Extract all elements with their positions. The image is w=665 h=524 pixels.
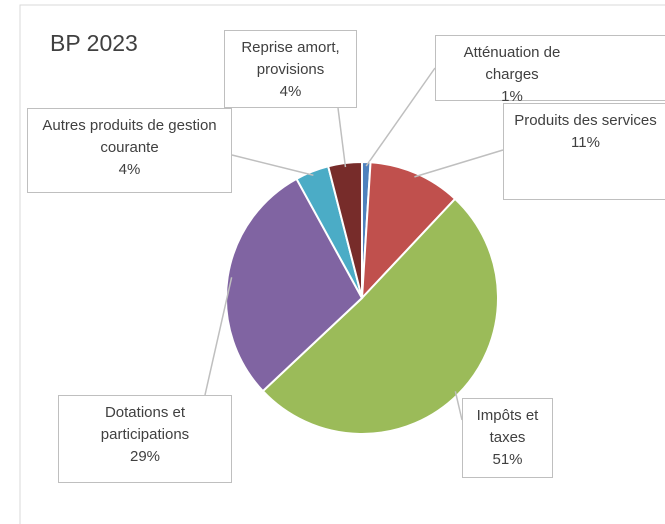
data-label: Impôts et taxes 51% bbox=[462, 398, 553, 478]
label-category: Autres produits de gestion courante bbox=[42, 117, 217, 156]
chart-title: BP 2023 bbox=[50, 30, 138, 56]
leader-line bbox=[365, 67, 436, 167]
label-category: Atténuation de charges bbox=[463, 44, 561, 83]
leader-line bbox=[231, 154, 314, 176]
label-category: Dotations et participations bbox=[100, 404, 190, 443]
data-label: Produits des services 11% bbox=[503, 103, 665, 200]
pie-slice bbox=[261, 197, 499, 435]
label-category: Produits des services bbox=[514, 112, 657, 129]
label-category: Reprise amort, provisions bbox=[241, 39, 340, 78]
leader-line bbox=[454, 391, 463, 421]
label-value: 4% bbox=[118, 161, 141, 178]
data-label: Atténuation de charges 1% bbox=[435, 35, 665, 105]
frame bbox=[19, 4, 665, 524]
data-label: Autres produits de gestion courante 4% bbox=[27, 108, 232, 193]
label-value: 51% bbox=[492, 451, 523, 468]
label-value: 11% bbox=[571, 134, 600, 151]
leader-line bbox=[414, 149, 504, 178]
leader-line bbox=[204, 277, 233, 396]
label-category: Impôts et taxes bbox=[476, 407, 539, 446]
label-value: 29% bbox=[129, 448, 161, 465]
data-label: Dotations et participations 29% bbox=[58, 395, 232, 483]
label-value: 1% bbox=[501, 88, 523, 105]
leader-line bbox=[337, 107, 347, 168]
label-value: 4% bbox=[279, 83, 302, 100]
data-label: Reprise amort, provisions 4% bbox=[224, 30, 357, 108]
pie-slice bbox=[225, 177, 364, 393]
pie-slice bbox=[360, 161, 457, 301]
